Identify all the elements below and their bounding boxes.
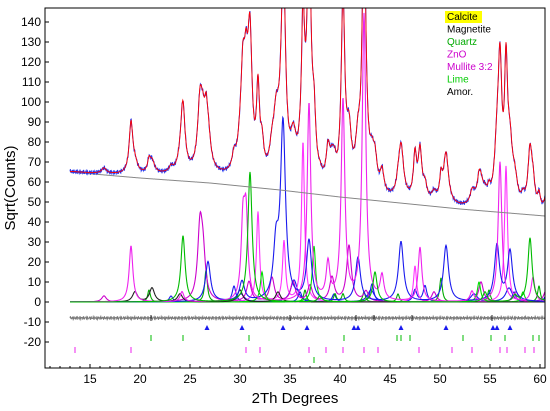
- y-tick-label: 120: [21, 55, 41, 69]
- x-tick-label: 15: [83, 372, 97, 386]
- plot-frame: [44, 7, 546, 369]
- x-tick-label: 55: [483, 372, 497, 386]
- reflection-row-2: [204, 325, 513, 330]
- y-tick-label: 30: [28, 235, 42, 249]
- x-tick-label: 40: [333, 372, 347, 386]
- reflection-marker: [494, 325, 500, 330]
- x-axis-ticks: 15 20 25 30 35 40 45 50 55 60: [49, 364, 547, 386]
- x-axis-label: 2Th Degrees: [252, 390, 339, 407]
- x-tick-label: 45: [383, 372, 397, 386]
- reflection-marker: [507, 325, 513, 330]
- reflection-marker: [280, 325, 286, 330]
- y-axis-label: Sqrt(Counts): [2, 145, 19, 230]
- x-tick-label: 20: [133, 372, 147, 386]
- x-tick-label: 35: [283, 372, 297, 386]
- x-tick-label: 50: [433, 372, 447, 386]
- legend-item: ZnO: [447, 50, 467, 61]
- reflection-marker: [351, 325, 357, 330]
- reflection-row-3: [150, 335, 540, 341]
- y-tick-label: -20: [24, 335, 42, 349]
- reflection-marker: [239, 325, 245, 330]
- x-tick-label: 25: [183, 372, 197, 386]
- y-tick-label: 0: [34, 295, 41, 309]
- y-tick-label: 20: [28, 255, 42, 269]
- legend-item: Magnetite: [447, 25, 491, 36]
- calculated-pattern: [69, 8, 545, 204]
- y-tick-label: 70: [28, 155, 42, 169]
- series-group: [69, 8, 545, 363]
- y-tick-label: 80: [28, 135, 42, 149]
- x-tick-label: 30: [233, 372, 247, 386]
- reflection-marker: [304, 325, 310, 330]
- y-tick-label: 10: [28, 275, 42, 289]
- legend-item: Quartz: [447, 37, 477, 48]
- reflection-marker: [398, 325, 404, 330]
- reflection-row-4: [74, 347, 535, 353]
- reflection-marker: [443, 325, 449, 330]
- difference-curve: [69, 314, 545, 322]
- y-tick-label: 40: [28, 215, 42, 229]
- y-tick-label: 140: [21, 15, 41, 29]
- y-tick-label: 100: [21, 95, 41, 109]
- legend-item: Lime: [447, 75, 469, 86]
- plot-area: [69, 8, 545, 363]
- y-tick-label: 130: [21, 35, 41, 49]
- y-tick-label: 110: [22, 75, 41, 89]
- phase-curve-phase_magenta: [70, 12, 545, 303]
- x-tick-label: 60: [533, 372, 547, 386]
- background-curve: [69, 171, 545, 217]
- reflection-marker: [490, 325, 496, 330]
- y-tick-label: 50: [28, 195, 42, 209]
- y-tick-label: 60: [28, 175, 42, 189]
- reflection-row-1: [150, 315, 493, 321]
- reflection-marker: [204, 325, 210, 330]
- reflection-marker: [355, 325, 361, 330]
- legend-item: Mullite 3:2: [447, 62, 493, 73]
- y-tick-label: 90: [28, 115, 42, 129]
- y-tick-label: -10: [24, 315, 42, 329]
- phase-curve-phase_green: [70, 171, 545, 303]
- legend-highlight: [445, 11, 482, 23]
- legend-item: Amor.: [447, 87, 473, 98]
- legend-item: Calcite: [447, 12, 478, 23]
